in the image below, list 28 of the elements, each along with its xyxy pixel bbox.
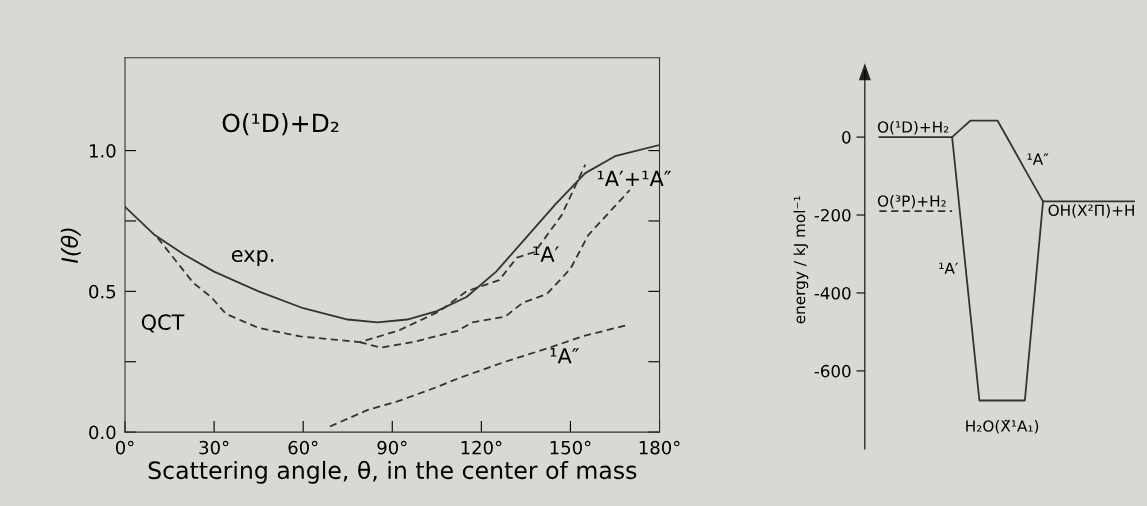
annotation: ¹A″: [1027, 153, 1049, 165]
annotation: ¹A″: [550, 348, 580, 364]
annotation: exp.: [231, 250, 274, 267]
y-tick-label: -200: [814, 208, 851, 222]
x-axis-title: Scattering angle, θ, in the center of mass: [148, 460, 637, 484]
y-tick-label: 0: [842, 131, 851, 144]
annotation: OH(X²Π)+H: [1048, 204, 1134, 218]
x-tick-label: 90°: [377, 440, 407, 455]
annotation: QCT: [141, 314, 185, 333]
y-tick-label: -600: [814, 364, 851, 378]
y-tick-label: 1.0: [89, 144, 116, 158]
y-tick-label: 0.5: [89, 284, 116, 299]
x-tick-label: 30°: [199, 440, 229, 455]
annotation: H₂O(X̃¹A₁): [966, 419, 1039, 434]
y-axis-title: I(θ): [60, 228, 81, 264]
y-axis-title: energy / kJ mol⁻¹: [793, 196, 809, 324]
y-tick-label: 0.0: [89, 425, 116, 440]
x-tick-label: 150°: [550, 440, 591, 455]
annotation: O(¹D)+H₂: [877, 120, 949, 135]
annotation: O(¹D)+D₂: [222, 113, 339, 136]
x-tick-label: 120°: [461, 440, 502, 455]
x-tick-label: 60°: [288, 440, 318, 455]
annotation: ¹A′: [939, 262, 958, 274]
x-tick-label: 180°: [639, 440, 680, 455]
annotation: ¹A′: [533, 246, 559, 262]
annotation: O(³P)+H₂: [877, 194, 946, 209]
x-tick-label: 0°: [115, 440, 134, 455]
y-tick-label: -400: [814, 286, 851, 300]
